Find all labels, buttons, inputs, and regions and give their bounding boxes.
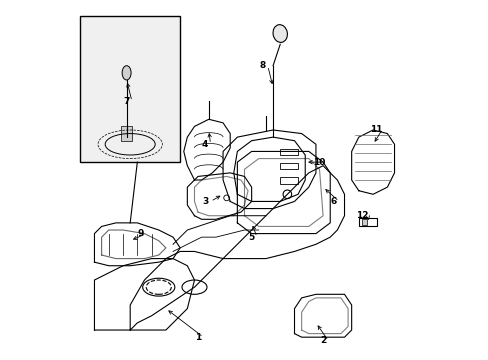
Text: 6: 6 [330, 197, 336, 206]
Bar [280, 163, 298, 169]
Bar [358, 217, 376, 226]
Bar [362, 219, 366, 225]
Text: 3: 3 [202, 197, 208, 206]
Ellipse shape [272, 24, 287, 42]
Text: 2: 2 [319, 336, 325, 345]
Text: 11: 11 [370, 126, 382, 135]
Bar [80, 16, 180, 162]
Text: 7: 7 [123, 97, 129, 106]
Bar [280, 177, 298, 184]
Text: 9: 9 [138, 229, 144, 238]
Text: 8: 8 [259, 61, 265, 70]
Bar [121, 126, 132, 141]
Text: 1: 1 [195, 333, 201, 342]
Text: 12: 12 [355, 211, 368, 220]
Text: 5: 5 [248, 233, 254, 242]
Text: 4: 4 [202, 140, 208, 149]
Ellipse shape [122, 66, 131, 80]
Text: 10: 10 [313, 158, 325, 167]
Bar [280, 149, 298, 155]
